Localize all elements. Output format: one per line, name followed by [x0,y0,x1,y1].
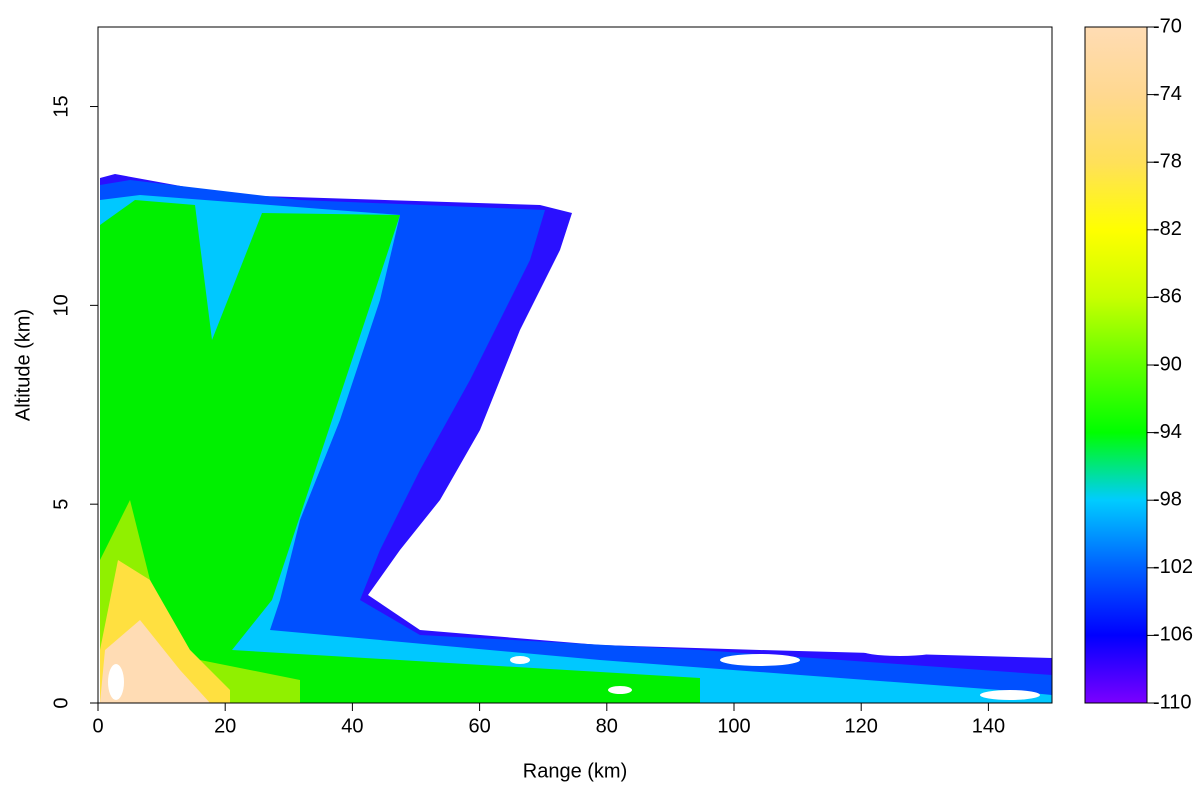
y-axis-label: Altitude (km) [12,309,34,421]
field [100,174,1052,703]
y-tick-label: 0 [50,697,72,708]
field-hole [980,690,1040,700]
colorbar-tick-label: -82 [1153,218,1182,240]
field-hole [720,654,800,666]
colorbar-tick-label: -74 [1153,83,1182,105]
colorbar [1084,26,1148,704]
x-tick-label: 100 [717,715,750,737]
x-tick-label: 0 [92,715,103,737]
x-tick-label: 20 [214,715,236,737]
colorbar-tick-label: -94 [1153,421,1182,443]
x-tick-label: 60 [468,715,490,737]
colorbar-tick-label: -90 [1153,353,1182,375]
y-tick-label: 5 [50,499,72,510]
field-hole [608,686,632,694]
colorbar-tick-label: -98 [1153,488,1182,510]
x-axis-label: Range (km) [523,760,627,782]
y-tick-label: 10 [50,294,72,316]
field-region [100,200,700,703]
field-hole [108,664,124,700]
colorbar-tick-label: -78 [1153,150,1182,172]
field-region [100,620,210,703]
plot-frame [97,26,1053,704]
x-tick-label: 40 [341,715,363,737]
field-hole [860,644,940,656]
colorbar-tick-label: -106 [1153,624,1193,646]
field-hole [510,656,530,664]
colorbar-tick-label: -86 [1153,286,1182,308]
x-tick-label: 80 [596,715,618,737]
colorbar-tick-label: -110 [1153,691,1192,713]
x-tick-label: 120 [845,715,878,737]
colorbar-tick-label: -70 [1153,15,1182,37]
y-tick-label: 15 [50,95,72,117]
x-tick-label: 140 [972,715,1005,737]
colorbar-tick-label: -102 [1153,556,1193,578]
